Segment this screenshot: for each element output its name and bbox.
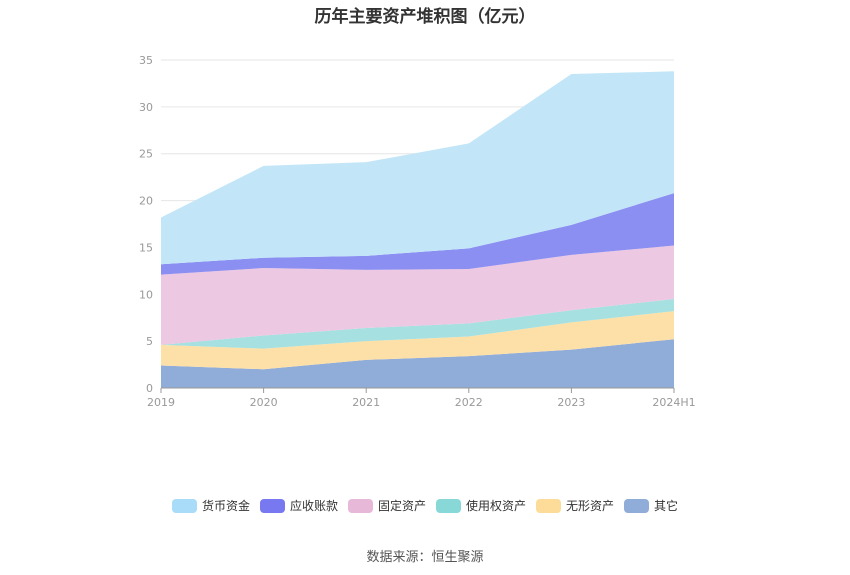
y-tick-label: 25 <box>139 148 153 161</box>
legend-item[interactable]: 其它 <box>624 497 678 514</box>
legend: 货币资金 应收账款 固定资产 使用权资产 无形资产 其它 <box>0 497 850 514</box>
legend-label: 货币资金 <box>201 499 250 513</box>
chart-title: 历年主要资产堆积图（亿元） <box>314 7 536 27</box>
legend-swatch <box>624 498 650 513</box>
legend-item[interactable]: 无形资产 <box>536 497 614 514</box>
legend-label: 其它 <box>654 499 679 513</box>
legend-item[interactable]: 应收账款 <box>259 497 338 514</box>
legend-swatch <box>436 498 461 513</box>
legend-label: 使用权资产 <box>466 499 527 513</box>
area-series-2 <box>161 298 674 349</box>
legend-label: 固定资产 <box>377 499 426 513</box>
x-tick-label: 2019 <box>147 396 175 409</box>
legend-item[interactable]: 固定资产 <box>347 497 426 514</box>
x-tick-label: 2020 <box>250 396 278 409</box>
legend-label: 无形资产 <box>566 499 615 513</box>
legend-swatch <box>536 498 562 513</box>
area-series-4 <box>161 193 674 275</box>
axes: 0 5 10 15 20 25 30 35 2019 2020 2021 2022 2023 2024H1 <box>139 54 696 409</box>
y-tick-label: 10 <box>139 288 153 301</box>
area-chart: 0 5 10 15 20 25 30 35 2019 2020 2021 2022 2023 2024H1 <box>139 54 696 409</box>
area-series-5 <box>161 71 674 265</box>
y-tick-label: 15 <box>139 241 153 254</box>
legend-swatch <box>259 498 285 513</box>
legend-item[interactable]: 使用权资产 <box>436 497 526 514</box>
data-source: 数据来源：恒生聚源 <box>366 550 484 565</box>
area-series-0 <box>161 339 674 388</box>
x-tick-label: 2023 <box>557 396 585 409</box>
legend-label: 应收账款 <box>289 499 338 513</box>
x-tick-label: 2021 <box>352 396 380 409</box>
y-tick-label: 30 <box>139 101 153 114</box>
area-series-1 <box>161 311 674 370</box>
area-series-3 <box>161 245 674 345</box>
x-tick-label: 2022 <box>455 396 483 409</box>
y-tick-label: 20 <box>139 195 153 208</box>
y-tick-label: 0 <box>146 382 153 395</box>
legend-item[interactable]: 货币资金 <box>171 497 250 514</box>
legend-swatch <box>347 498 373 513</box>
series-areas <box>161 71 674 388</box>
y-tick-label: 35 <box>139 54 153 67</box>
x-tick-label: 2024H1 <box>652 396 695 409</box>
y-tick-label: 5 <box>146 335 153 348</box>
legend-swatch <box>171 498 197 513</box>
